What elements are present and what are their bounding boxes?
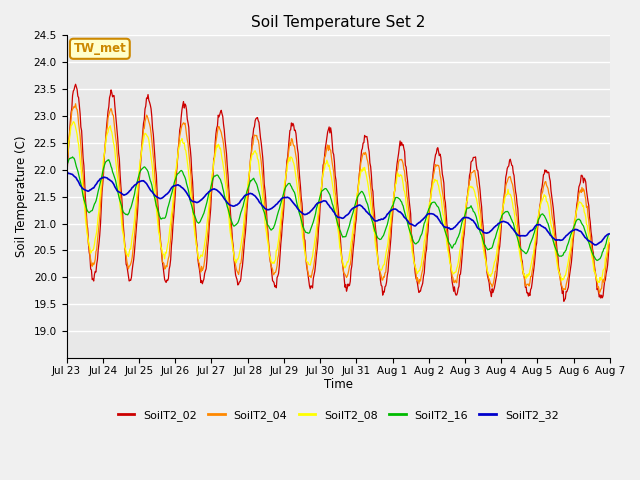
Line: SoilT2_08: SoilT2_08 [67, 122, 609, 282]
SoilT2_08 [63, 165, 70, 170]
SoilT2_04 [595, 290, 603, 296]
SoilT2_02 [213, 125, 221, 131]
SoilT2_02 [560, 299, 568, 304]
SoilT2_08 [70, 119, 77, 125]
SoilT2_02 [184, 120, 192, 126]
SoilT2_08 [605, 235, 613, 241]
SoilT2_04 [73, 107, 81, 112]
SoilT2_02 [129, 262, 137, 267]
X-axis label: Time: Time [324, 378, 353, 391]
SoilT2_32 [129, 185, 136, 191]
SoilT2_08 [595, 279, 603, 285]
Line: SoilT2_04: SoilT2_04 [67, 104, 609, 293]
SoilT2_16 [63, 163, 70, 168]
SoilT2_02 [420, 270, 428, 276]
SoilT2_32 [404, 218, 412, 224]
SoilT2_02 [404, 189, 412, 194]
SoilT2_04 [213, 134, 221, 140]
SoilT2_04 [63, 171, 70, 177]
Text: TW_met: TW_met [74, 42, 126, 55]
SoilT2_04 [420, 256, 428, 262]
SoilT2_04 [184, 141, 192, 146]
SoilT2_02 [605, 241, 613, 247]
SoilT2_16 [593, 258, 601, 264]
SoilT2_32 [591, 242, 598, 248]
SoilT2_04 [72, 101, 79, 107]
Line: SoilT2_16: SoilT2_16 [67, 157, 609, 261]
SoilT2_16 [73, 166, 81, 172]
SoilT2_08 [213, 143, 221, 148]
SoilT2_32 [605, 231, 613, 237]
SoilT2_32 [72, 175, 80, 181]
SoilT2_08 [420, 239, 428, 244]
Line: SoilT2_32: SoilT2_32 [67, 172, 609, 245]
SoilT2_08 [404, 219, 412, 225]
SoilT2_08 [129, 229, 137, 235]
SoilT2_04 [129, 248, 137, 253]
SoilT2_32 [63, 169, 70, 175]
SoilT2_04 [605, 240, 613, 246]
SoilT2_32 [420, 216, 428, 221]
SoilT2_16 [605, 231, 613, 237]
SoilT2_16 [68, 154, 76, 160]
SoilT2_32 [212, 187, 220, 192]
Title: Soil Temperature Set 2: Soil Temperature Set 2 [251, 15, 426, 30]
SoilT2_08 [73, 132, 81, 137]
SoilT2_04 [404, 205, 412, 211]
SoilT2_02 [72, 82, 79, 87]
Line: SoilT2_02: SoilT2_02 [67, 84, 609, 301]
SoilT2_08 [184, 164, 192, 170]
SoilT2_16 [213, 172, 221, 178]
SoilT2_16 [420, 220, 428, 226]
SoilT2_02 [63, 174, 70, 180]
SoilT2_16 [404, 223, 412, 229]
SoilT2_16 [184, 186, 192, 192]
Legend: SoilT2_02, SoilT2_04, SoilT2_08, SoilT2_16, SoilT2_32: SoilT2_02, SoilT2_04, SoilT2_08, SoilT2_… [113, 406, 563, 425]
SoilT2_16 [129, 198, 137, 204]
Y-axis label: Soil Temperature (C): Soil Temperature (C) [15, 136, 28, 257]
SoilT2_02 [73, 86, 81, 92]
SoilT2_32 [184, 191, 191, 197]
